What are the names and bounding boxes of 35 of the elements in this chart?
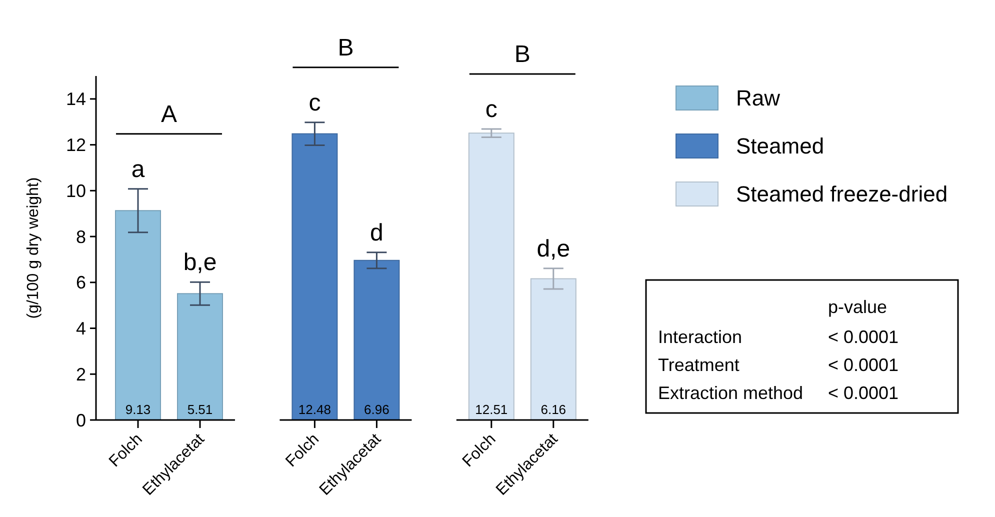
text: Interaction	[658, 327, 742, 347]
data-label: 9.13	[125, 402, 151, 417]
annotation: a	[131, 156, 146, 183]
y-tick-label: 6	[76, 272, 86, 293]
text: < 0.0001	[828, 327, 899, 347]
annotation: d,e	[536, 235, 570, 262]
text: p-value	[828, 297, 888, 317]
text: Extraction method	[658, 383, 804, 403]
bracket: B	[292, 34, 399, 68]
data-label: 5.51	[187, 402, 213, 417]
text: < 0.0001	[828, 355, 899, 375]
data-label: 12.48	[298, 402, 331, 417]
text: < 0.0001	[828, 383, 899, 403]
y-tick-label: 12	[66, 135, 86, 156]
y-axis-title: (g/100 g dry weight)	[25, 177, 42, 319]
text: Treatment	[658, 355, 740, 375]
data-label: 6.16	[540, 402, 566, 417]
annotation: b,e	[183, 249, 217, 276]
y-tick-label: 10	[66, 180, 86, 201]
data-label: 6.96	[364, 402, 390, 417]
legend-label: Steamed	[736, 134, 824, 159]
data-label: 12.51	[475, 402, 508, 417]
y-tick-label: 8	[76, 226, 86, 247]
y-tick-label: 4	[76, 318, 86, 339]
legend-label: Steamed freeze-dried	[736, 182, 948, 207]
y-tick-label: 0	[76, 410, 86, 430]
legend-label: Raw	[736, 86, 780, 111]
annotation: A	[160, 100, 178, 128]
y-tick-label: 14	[66, 89, 86, 110]
annotation: c	[485, 96, 498, 123]
bracket: A	[116, 100, 222, 135]
bracket: B	[469, 40, 576, 75]
annotation: d	[370, 219, 384, 246]
annotation: c	[308, 89, 321, 116]
y-tick-label: 2	[76, 364, 86, 384]
